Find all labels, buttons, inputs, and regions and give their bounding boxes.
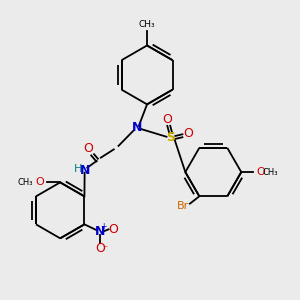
Text: ⁻: ⁻ [103, 244, 108, 254]
Text: O: O [163, 113, 172, 127]
Text: O: O [256, 167, 265, 177]
Text: S: S [166, 131, 175, 144]
Text: CH₃: CH₃ [262, 168, 278, 177]
Text: O: O [35, 177, 44, 188]
Text: Br: Br [177, 201, 189, 211]
Text: O: O [184, 127, 194, 140]
Text: CH₃: CH₃ [139, 20, 155, 29]
Text: N: N [94, 225, 105, 238]
Text: +: + [100, 222, 107, 231]
Text: CH₃: CH₃ [18, 178, 33, 187]
Text: O: O [83, 142, 93, 155]
Text: O: O [108, 223, 118, 236]
Text: H: H [74, 164, 83, 174]
Text: N: N [132, 122, 142, 134]
Text: O: O [95, 242, 105, 255]
Text: N: N [80, 164, 90, 177]
